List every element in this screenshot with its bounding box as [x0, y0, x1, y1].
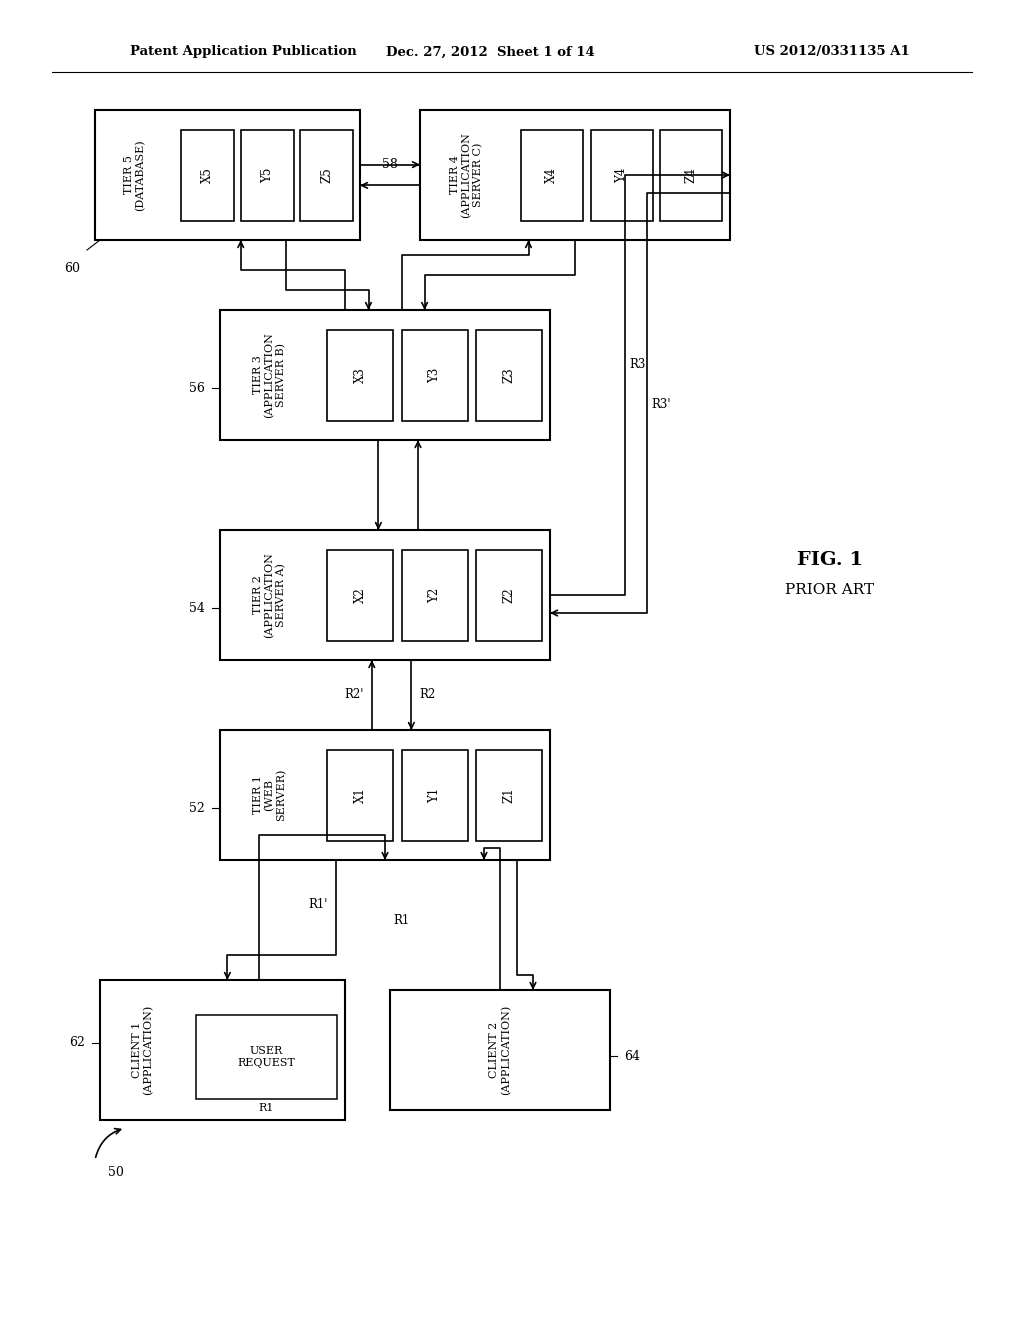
Text: Patent Application Publication: Patent Application Publication — [130, 45, 356, 58]
Bar — [521, 129, 583, 220]
Text: Y2: Y2 — [428, 587, 441, 603]
Bar — [328, 330, 393, 421]
Bar — [401, 750, 468, 841]
Text: X1: X1 — [353, 787, 367, 803]
Bar — [300, 129, 353, 220]
Bar — [328, 549, 393, 640]
Text: PRIOR ART: PRIOR ART — [785, 583, 874, 597]
Bar — [476, 330, 542, 421]
Text: 58: 58 — [382, 158, 398, 172]
Text: TIER 3
(APPLICATION
SERVER B): TIER 3 (APPLICATION SERVER B) — [253, 333, 287, 418]
Bar — [95, 110, 360, 240]
Text: 60: 60 — [63, 261, 80, 275]
Bar — [401, 549, 468, 640]
Text: Y3: Y3 — [428, 367, 441, 383]
Text: X2: X2 — [353, 587, 367, 603]
Bar — [591, 129, 652, 220]
Bar — [476, 549, 542, 640]
Text: R3': R3' — [651, 399, 671, 412]
Bar — [220, 730, 550, 861]
Bar — [660, 129, 722, 220]
Text: FIG. 1: FIG. 1 — [797, 550, 863, 569]
Text: 64: 64 — [624, 1049, 640, 1063]
Text: Z3: Z3 — [502, 367, 515, 383]
Text: Y1: Y1 — [428, 787, 441, 803]
Text: Z2: Z2 — [502, 587, 515, 603]
Text: R1: R1 — [393, 913, 410, 927]
Text: 50: 50 — [108, 1166, 124, 1179]
Text: Dec. 27, 2012  Sheet 1 of 14: Dec. 27, 2012 Sheet 1 of 14 — [386, 45, 594, 58]
Text: R1: R1 — [259, 1104, 274, 1113]
Text: 56: 56 — [189, 381, 205, 395]
Text: Z1: Z1 — [502, 787, 515, 803]
Bar — [390, 990, 610, 1110]
Text: R2': R2' — [344, 689, 364, 701]
Text: Z4: Z4 — [685, 168, 697, 183]
Bar — [328, 750, 393, 841]
FancyArrowPatch shape — [95, 1129, 121, 1158]
Bar — [401, 330, 468, 421]
Bar — [420, 110, 730, 240]
Bar — [241, 129, 294, 220]
Text: 52: 52 — [189, 801, 205, 814]
Text: USER
REQUEST: USER REQUEST — [238, 1047, 295, 1068]
Text: 54: 54 — [189, 602, 205, 615]
Text: R1': R1' — [308, 899, 328, 912]
Bar — [220, 531, 550, 660]
Text: TIER 2
(APPLICATION
SERVER A): TIER 2 (APPLICATION SERVER A) — [253, 552, 287, 638]
Bar — [220, 310, 550, 440]
Text: TIER 4
(APPLICATION
SERVER C): TIER 4 (APPLICATION SERVER C) — [450, 132, 483, 218]
Text: Z5: Z5 — [321, 168, 334, 183]
Text: X3: X3 — [353, 367, 367, 383]
Bar — [181, 129, 234, 220]
Text: CLIENT 2
(APPLICATION): CLIENT 2 (APPLICATION) — [489, 1005, 511, 1096]
Text: Y5: Y5 — [261, 168, 273, 182]
Text: R3: R3 — [629, 359, 645, 371]
Text: X5: X5 — [201, 168, 214, 183]
Bar — [100, 979, 345, 1119]
Text: R2: R2 — [420, 689, 435, 701]
Text: US 2012/0331135 A1: US 2012/0331135 A1 — [755, 45, 910, 58]
Text: Y4: Y4 — [615, 168, 628, 182]
Bar — [476, 750, 542, 841]
Text: 62: 62 — [70, 1036, 85, 1049]
Text: CLIENT 1
(APPLICATION): CLIENT 1 (APPLICATION) — [132, 1005, 154, 1096]
Text: TIER 5
(DATABASE): TIER 5 (DATABASE) — [124, 139, 145, 211]
Text: X4: X4 — [545, 168, 558, 183]
Bar — [196, 1015, 337, 1100]
Text: TIER 1
(WEB
SERVER): TIER 1 (WEB SERVER) — [253, 768, 287, 821]
